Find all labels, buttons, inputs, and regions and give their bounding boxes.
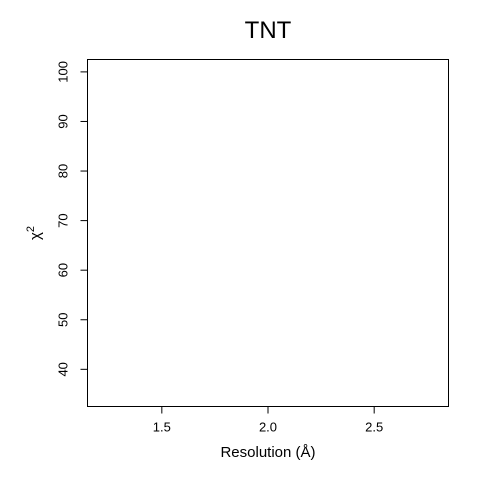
x-axis: 1.5 2.0 2.5	[153, 406, 383, 435]
chart-title: TNT	[245, 17, 292, 44]
y-tick-label: 50	[56, 313, 71, 327]
y-tick-label: 80	[56, 164, 71, 178]
plot-area	[87, 59, 449, 407]
y-tick-label: 70	[56, 213, 71, 227]
y-tick-label: 90	[56, 114, 71, 128]
x-axis-label: Resolution (Å)	[220, 444, 315, 461]
y-tick-label: 40	[56, 362, 71, 376]
y-axis-label-superscript: 2	[25, 226, 37, 232]
y-tick-label: 100	[56, 61, 71, 83]
x-tick-label: 2.0	[259, 420, 277, 435]
y-axis-label-base: χ	[27, 232, 44, 240]
y-axis: 40 50 60 70 80 90 100	[56, 61, 88, 377]
x-tick-label: 1.5	[153, 420, 171, 435]
y-tick-label: 60	[56, 263, 71, 277]
y-axis-label: χ2	[25, 226, 44, 240]
x-tick-label: 2.5	[365, 420, 383, 435]
